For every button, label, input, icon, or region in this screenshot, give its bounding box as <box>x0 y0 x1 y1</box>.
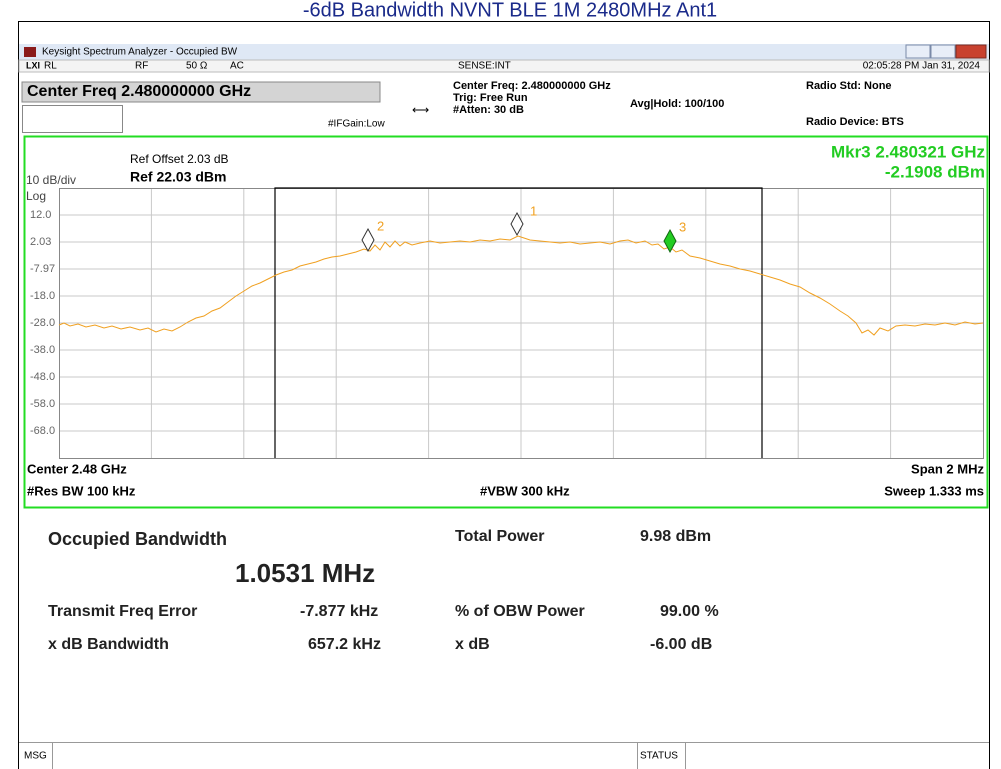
status-item: RF <box>135 61 148 72</box>
center-freq: Center Freq 2.480000000 GHz <box>27 83 251 100</box>
setting-info: #Atten: 30 dB <box>453 104 524 116</box>
y-tick-label: -58.0 <box>30 398 55 410</box>
setting-info: Trig: Free Run <box>453 92 528 104</box>
xdb-bw: 657.2 kHz <box>308 636 381 653</box>
marker-label: 2 <box>377 218 384 233</box>
marker-3 <box>663 228 677 254</box>
ifgain: #IFGain:Low <box>328 119 385 130</box>
graticule <box>59 188 983 458</box>
center-freq-box[interactable] <box>21 81 381 103</box>
close-button[interactable] <box>955 44 987 59</box>
xdb-bw-label: x dB Bandwidth <box>48 636 169 653</box>
res-bw: #Res BW 100 kHz <box>27 483 136 498</box>
total-power: 9.98 dBm <box>640 528 711 545</box>
y-tick-label: -28.0 <box>30 317 55 329</box>
status-item: SENSE:INT <box>458 61 511 72</box>
status-datetime: 02:05:28 PM Jan 31, 2024 <box>863 61 981 72</box>
y-tick-label: -7.97 <box>30 263 55 275</box>
status-label: STATUS <box>640 751 678 762</box>
status-item: AC <box>230 61 244 72</box>
page-title: -6dB Bandwidth NVNT BLE 1M 2480MHz Ant1 <box>303 0 717 21</box>
y-tick-label: 2.03 <box>30 236 51 248</box>
radio-std: Radio Std: None <box>806 80 892 92</box>
obw-power-label: % of OBW Power <box>455 603 585 620</box>
freq-error-label: Transmit Freq Error <box>48 603 197 620</box>
app-icon <box>24 47 36 57</box>
status-item: RL <box>44 61 57 72</box>
window-title: Keysight Spectrum Analyzer - Occupied BW <box>42 47 238 58</box>
obw-value: 1.0531 MHz <box>235 558 375 588</box>
window-titlebar <box>19 44 989 60</box>
obw-power: 99.00 % <box>660 603 719 620</box>
minimize-button[interactable] <box>905 44 931 59</box>
vbw: #VBW 300 kHz <box>480 483 570 498</box>
y-tick-label: -68.0 <box>30 425 55 437</box>
marker-2 <box>361 227 375 253</box>
setting-info: Center Freq: 2.480000000 GHz <box>453 80 611 92</box>
log-label: Log <box>26 189 46 203</box>
status-row <box>18 59 990 73</box>
marker-label: 3 <box>679 219 686 234</box>
radio-device: Radio Device: BTS <box>806 116 904 128</box>
marker-level: -2.1908 dBm <box>885 162 985 181</box>
y-tick-label: -38.0 <box>30 344 55 356</box>
status-item: 50 Ω <box>186 61 208 72</box>
total-power-label: Total Power <box>455 528 545 545</box>
xdb-label: x dB <box>455 636 490 653</box>
ref-level: Ref 22.03 dBm <box>130 169 226 185</box>
maximize-button[interactable] <box>930 44 956 59</box>
marker-label: 1 <box>530 203 537 218</box>
obw-lines <box>274 187 763 458</box>
ref-offset: Ref Offset 2.03 dB <box>130 152 229 166</box>
msg-label: MSG <box>24 751 47 762</box>
marker-freq: Mkr3 2.480321 GHz <box>831 142 985 161</box>
avg-hold: Avg|Hold: 100/100 <box>630 98 724 110</box>
sweep: Sweep 1.333 ms <box>884 483 984 498</box>
y-tick-label: -18.0 <box>30 290 55 302</box>
arrow-icon: ⟷ <box>412 103 429 117</box>
plot-panel <box>23 135 989 509</box>
freq-error: -7.877 kHz <box>300 603 378 620</box>
input-box[interactable] <box>22 105 123 133</box>
center-label: Center 2.48 GHz <box>27 461 127 476</box>
marker-1 <box>510 211 524 237</box>
scale: 10 dB/div <box>26 173 76 187</box>
span: Span 2 MHz <box>911 461 984 476</box>
lxi-label: LXI <box>26 60 40 70</box>
trace <box>58 235 984 336</box>
xdb: -6.00 dB <box>650 636 712 653</box>
y-tick-label: -48.0 <box>30 371 55 383</box>
y-tick-label: 12.0 <box>30 209 51 221</box>
obw-label: Occupied Bandwidth <box>48 529 227 549</box>
